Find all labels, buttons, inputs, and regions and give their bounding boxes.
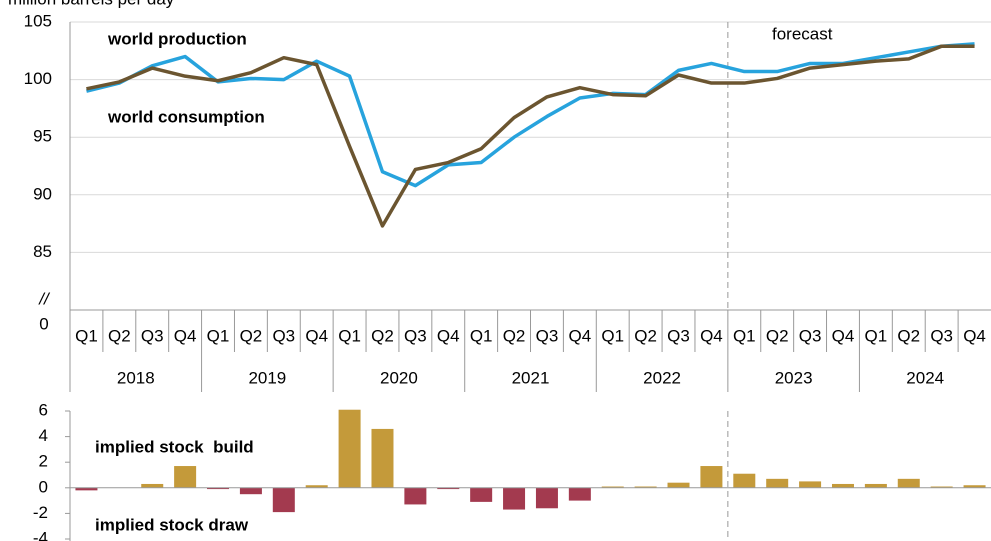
x-tick-label: Q3 — [667, 326, 690, 345]
year-label: 2022 — [643, 368, 681, 387]
y-tick-label: 6 — [39, 400, 48, 419]
x-tick-label: Q3 — [930, 326, 953, 345]
y-tick-label: 95 — [33, 127, 52, 146]
axis-origin-label: 0 — [39, 314, 48, 333]
x-tick-label: Q2 — [897, 326, 920, 345]
axis-break: // — [38, 289, 51, 308]
build-label: implied stock build — [95, 437, 254, 456]
x-tick-label: Q4 — [174, 326, 197, 345]
bar — [601, 486, 624, 488]
bar — [930, 486, 953, 488]
series-line — [86, 42, 975, 188]
y-tick-label: 100 — [24, 69, 52, 88]
year-label: 2024 — [906, 368, 944, 387]
bar — [75, 487, 98, 491]
bar — [634, 486, 657, 488]
bar — [239, 487, 262, 495]
y-tick-label: 2 — [39, 452, 48, 471]
bar — [700, 466, 723, 488]
y-tick-label: 4 — [39, 426, 48, 445]
forecast-label: forecast — [772, 24, 833, 43]
x-tick-label: Q2 — [108, 326, 131, 345]
y-tick-label: -4 — [33, 528, 48, 541]
x-tick-label: Q1 — [338, 326, 361, 345]
bar — [141, 483, 164, 488]
x-tick-label: Q1 — [207, 326, 230, 345]
bar — [667, 482, 690, 488]
x-tick-label: Q2 — [503, 326, 526, 345]
x-tick-label: Q4 — [700, 326, 723, 345]
bar — [733, 473, 756, 488]
bar — [305, 485, 328, 488]
x-tick-label: Q1 — [733, 326, 756, 345]
bar — [799, 481, 822, 488]
x-tick-label: Q3 — [404, 326, 427, 345]
draw-label: implied stock draw — [95, 515, 249, 534]
x-tick-label: Q1 — [601, 326, 624, 345]
x-tick-label: Q4 — [568, 326, 591, 345]
bar — [766, 478, 789, 488]
x-tick-label: Q2 — [240, 326, 263, 345]
y-tick-label: 85 — [33, 242, 52, 261]
x-tick-label: Q1 — [470, 326, 493, 345]
x-tick-label: Q3 — [536, 326, 559, 345]
y-tick-label: -2 — [33, 503, 48, 522]
bar — [831, 483, 854, 488]
bar — [174, 466, 197, 488]
x-tick-label: Q3 — [141, 326, 164, 345]
legend-label: world consumption — [107, 107, 265, 126]
y-tick-label: 105 — [24, 11, 52, 30]
x-tick-label: Q4 — [437, 326, 460, 345]
year-label: 2020 — [380, 368, 418, 387]
x-tick-label: Q2 — [371, 326, 394, 345]
bar — [897, 478, 920, 488]
legend-label: world production — [107, 29, 247, 48]
x-tick-label: Q1 — [865, 326, 888, 345]
year-label: 2019 — [248, 368, 286, 387]
bar — [568, 487, 591, 501]
bar — [371, 428, 394, 488]
y-tick-label: 0 — [39, 477, 48, 496]
bar — [338, 409, 361, 488]
x-tick-label: Q2 — [634, 326, 657, 345]
bar — [437, 487, 460, 490]
bar — [207, 487, 230, 490]
x-tick-label: Q3 — [799, 326, 822, 345]
year-label: 2021 — [512, 368, 550, 387]
x-tick-label: Q3 — [272, 326, 295, 345]
bar — [963, 485, 986, 488]
bar — [864, 483, 887, 488]
x-tick-label: Q4 — [963, 326, 986, 345]
year-label: 2018 — [117, 368, 155, 387]
bar — [404, 487, 427, 505]
y-axis-label: million barrels per day — [8, 0, 175, 8]
x-tick-label: Q2 — [766, 326, 789, 345]
bar — [535, 487, 558, 509]
bar — [503, 487, 526, 510]
x-tick-label: Q4 — [305, 326, 328, 345]
bar — [272, 487, 295, 513]
year-label: 2023 — [775, 368, 813, 387]
x-tick-label: Q4 — [832, 326, 855, 345]
series-line — [86, 44, 975, 228]
y-tick-label: 90 — [33, 184, 52, 203]
bar — [470, 487, 493, 502]
x-tick-label: Q1 — [75, 326, 98, 345]
